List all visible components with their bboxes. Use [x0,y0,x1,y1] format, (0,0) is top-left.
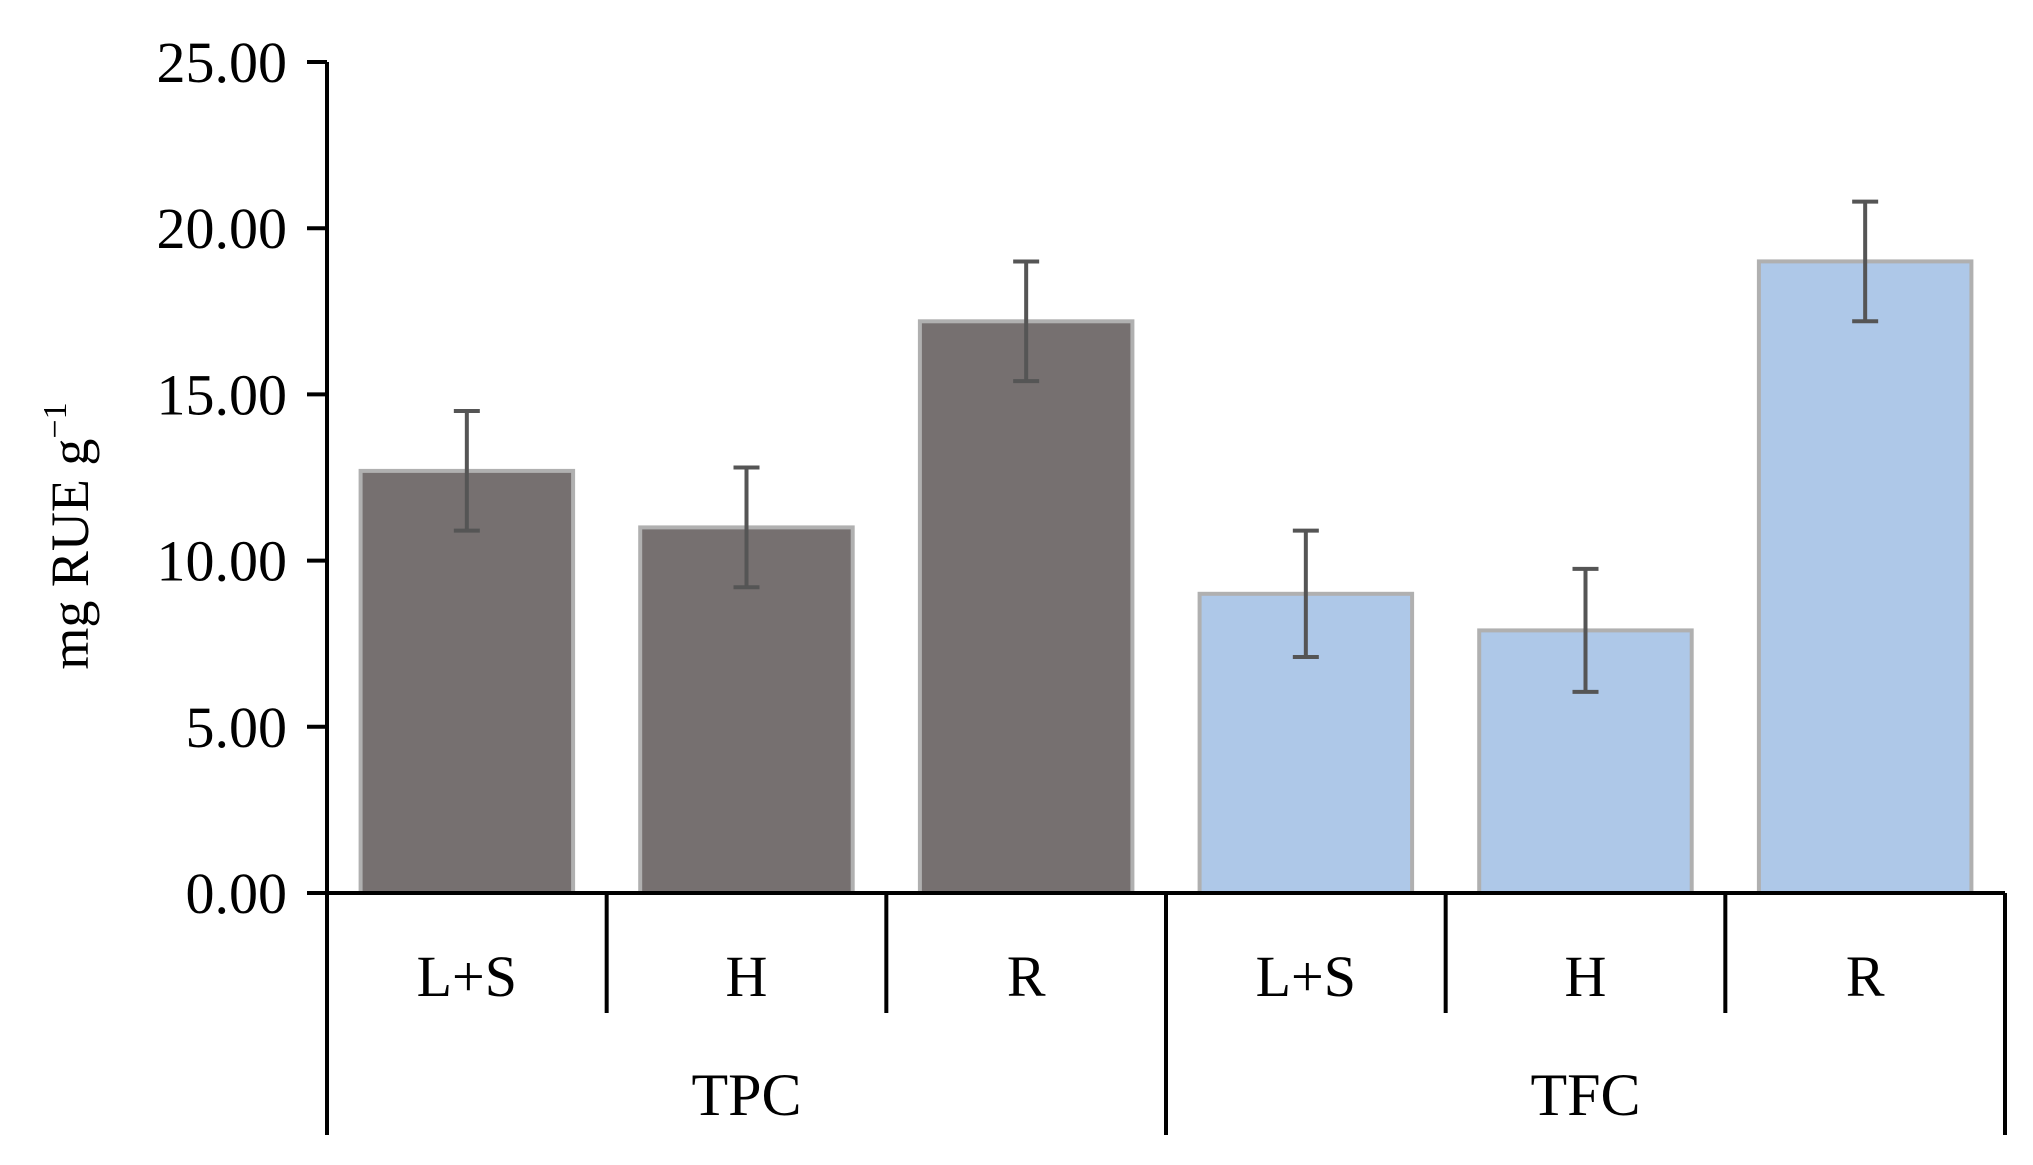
y-tick-label: 25.00 [157,30,288,95]
y-tick-label: 10.00 [157,529,288,594]
category-label: L+S [417,944,517,1009]
category-label: H [1565,944,1607,1009]
bar-tpc-lpluss [358,468,576,895]
y-tick-label: 0.00 [186,861,288,926]
bars-layer [358,259,1974,896]
category-label: H [726,944,768,1009]
y-tick-label: 20.00 [157,196,288,261]
y-tick-label: 5.00 [186,695,288,760]
error-bars-layer [453,199,1879,694]
category-label: L+S [1256,944,1356,1009]
y-axis-label-text: mg RUE g [40,439,100,670]
y-axis-label: mg RUE g−1 [37,402,100,669]
category-label: R [1007,944,1046,1009]
y-tick-label: 15.00 [157,362,288,427]
category-label: R [1846,944,1885,1009]
bar-tfc-r [1756,259,1974,895]
bar-tpc-r [917,319,1135,895]
labels-layer: L+S H R L+S H R 0.00 5.00 10.00 15.00 20.00 25.00 TP… [157,30,1885,1128]
group-label-tpc: TPC [691,1062,801,1128]
axes-layer [307,60,2007,1135]
group-label-tfc: TFC [1530,1062,1640,1128]
y-axis-label-superscript: −1 [37,402,74,438]
